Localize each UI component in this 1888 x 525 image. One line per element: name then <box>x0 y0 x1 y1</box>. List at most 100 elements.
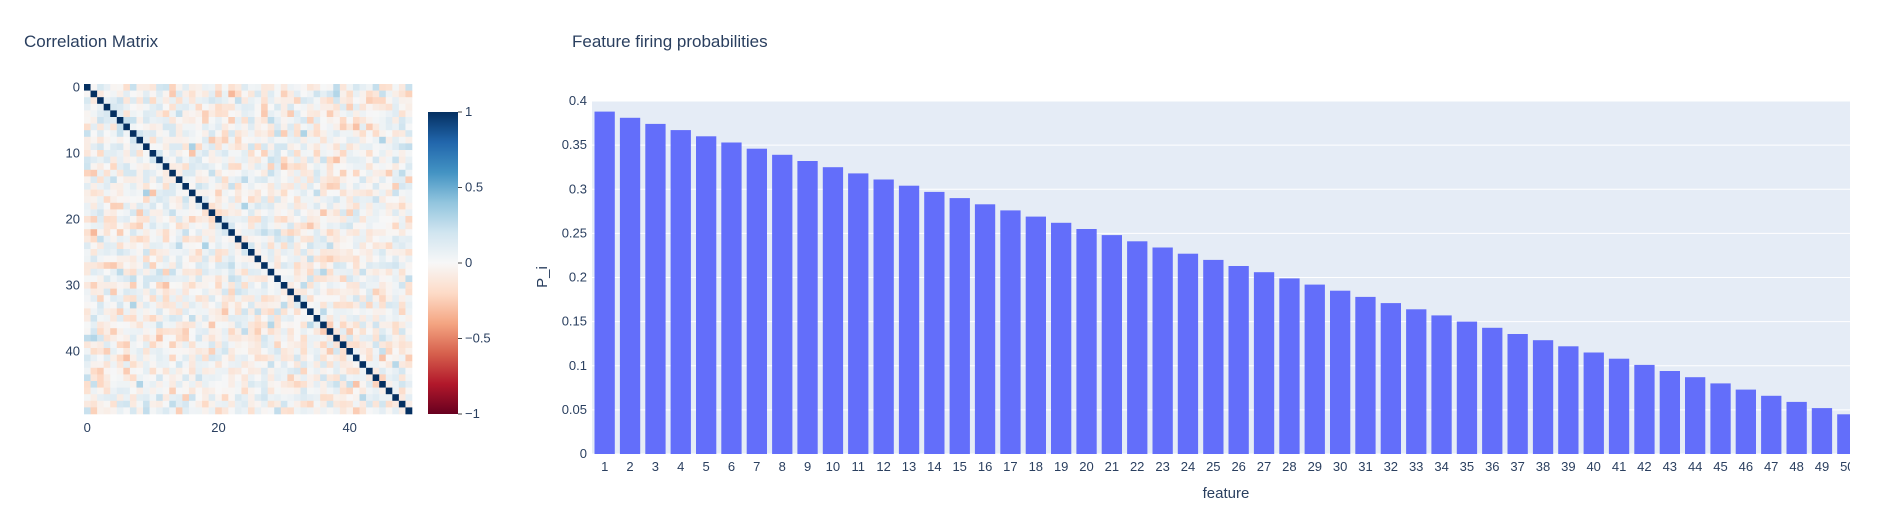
bar[interactable] <box>1076 229 1097 454</box>
bar[interactable] <box>1558 346 1579 454</box>
bar[interactable] <box>1355 296 1376 454</box>
heatmap-cell <box>110 176 118 184</box>
bar-x-axis-label: feature <box>1203 485 1250 502</box>
bar[interactable] <box>1761 395 1782 454</box>
heatmap-cell <box>333 84 341 91</box>
bar[interactable] <box>670 130 691 454</box>
bar[interactable] <box>1228 266 1249 454</box>
heatmap-cell <box>188 394 196 402</box>
bar[interactable] <box>898 185 920 454</box>
heatmap-cell <box>300 295 308 303</box>
heatmap-cell <box>385 394 393 402</box>
bar[interactable] <box>1634 364 1655 454</box>
heatmap-cell <box>392 301 400 309</box>
heatmap-cell <box>123 301 131 309</box>
bar[interactable] <box>1507 334 1528 454</box>
heatmap-cell <box>175 242 183 250</box>
heatmap-cell <box>405 374 413 382</box>
bar[interactable] <box>696 136 717 455</box>
bar[interactable] <box>848 173 869 454</box>
bar[interactable] <box>594 111 615 454</box>
heatmap-cell <box>129 262 137 270</box>
bar[interactable] <box>1685 377 1706 454</box>
bar[interactable] <box>1786 401 1807 454</box>
bar[interactable] <box>1000 210 1021 454</box>
heatmap-cell <box>307 262 314 270</box>
feature-bar-chart[interactable]: 00.050.10.150.20.250.30.350.41 2 3 4 5 6 7 8 9 10… <box>520 55 1850 525</box>
heatmap-cell <box>293 361 301 369</box>
heatmap-cell <box>307 341 314 349</box>
bar[interactable] <box>822 167 844 454</box>
bar[interactable] <box>1177 253 1199 454</box>
bar[interactable] <box>1025 216 1046 454</box>
heatmap-cell <box>234 130 242 138</box>
heatmap-cell <box>97 150 104 157</box>
bar[interactable] <box>1608 358 1630 454</box>
heatmap-cell <box>110 196 118 204</box>
heatmap-cell <box>162 176 170 184</box>
heatmap-cell <box>261 321 268 329</box>
heatmap-cell <box>326 288 334 296</box>
heatmap-cell <box>221 222 229 230</box>
bar[interactable] <box>1532 340 1554 454</box>
bar[interactable] <box>1101 235 1122 454</box>
bar[interactable] <box>746 148 767 454</box>
bar[interactable] <box>721 142 742 455</box>
bar[interactable] <box>1431 315 1452 454</box>
bar[interactable] <box>974 204 996 454</box>
bar[interactable] <box>1811 408 1833 454</box>
bar[interactable] <box>924 191 945 454</box>
bar[interactable] <box>1482 327 1503 454</box>
heatmap-cell <box>162 367 170 375</box>
heatmap-cell <box>392 275 400 283</box>
heatmap-cell <box>143 308 150 316</box>
bar[interactable] <box>1710 383 1731 454</box>
bar[interactable] <box>772 154 793 455</box>
bar[interactable] <box>1330 290 1351 454</box>
heatmap-cell <box>149 143 157 151</box>
heatmap-cell <box>359 123 367 131</box>
heatmap-cell <box>221 130 229 138</box>
bar[interactable] <box>1735 389 1756 454</box>
heatmap-cell <box>169 354 177 362</box>
heatmap-cell <box>221 394 229 402</box>
bar[interactable] <box>1583 352 1604 455</box>
bar[interactable] <box>873 179 894 455</box>
bar[interactable] <box>1152 247 1173 455</box>
heatmap-cell <box>313 202 321 210</box>
bar[interactable] <box>1456 321 1478 454</box>
heatmap-cell <box>195 222 203 230</box>
heatmap-cell <box>293 328 301 336</box>
heatmap-cell <box>116 235 124 243</box>
heatmap-cell <box>372 321 380 329</box>
heatmap-cell <box>156 301 164 309</box>
heatmap-cell <box>320 374 328 382</box>
heatmap-cell <box>405 394 413 402</box>
heatmap-cell <box>333 387 341 395</box>
heatmap-cell <box>143 400 150 408</box>
bar[interactable] <box>1279 278 1300 454</box>
heatmap-cell <box>195 348 203 355</box>
heatmap-cell <box>136 354 144 362</box>
heatmap-cell <box>254 84 262 91</box>
bar[interactable] <box>1837 414 1850 454</box>
bar[interactable] <box>797 161 818 454</box>
heatmap-cell <box>97 321 104 329</box>
heatmap-cell <box>90 176 98 184</box>
bar[interactable] <box>619 117 641 455</box>
bar[interactable] <box>1380 303 1401 454</box>
heatmap-cell <box>359 308 367 316</box>
bar[interactable] <box>1051 222 1072 454</box>
bar[interactable] <box>1127 241 1148 454</box>
bar[interactable] <box>645 123 666 455</box>
bar[interactable] <box>949 198 970 454</box>
bar[interactable] <box>1253 272 1275 454</box>
heatmap-cell <box>300 189 308 197</box>
bar[interactable] <box>1406 309 1427 454</box>
heatmap-cell <box>169 361 177 369</box>
bar[interactable] <box>1304 284 1325 454</box>
heatmap-cell <box>156 249 164 256</box>
bar[interactable] <box>1203 259 1224 454</box>
bar[interactable] <box>1659 371 1680 454</box>
